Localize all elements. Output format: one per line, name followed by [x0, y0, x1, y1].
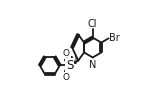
Text: N: N	[70, 55, 77, 66]
Text: Cl: Cl	[88, 19, 97, 29]
Text: S: S	[66, 59, 73, 72]
Text: O: O	[62, 49, 69, 58]
Text: Br: Br	[109, 33, 120, 43]
Text: N: N	[89, 60, 96, 70]
Text: O: O	[62, 73, 69, 82]
